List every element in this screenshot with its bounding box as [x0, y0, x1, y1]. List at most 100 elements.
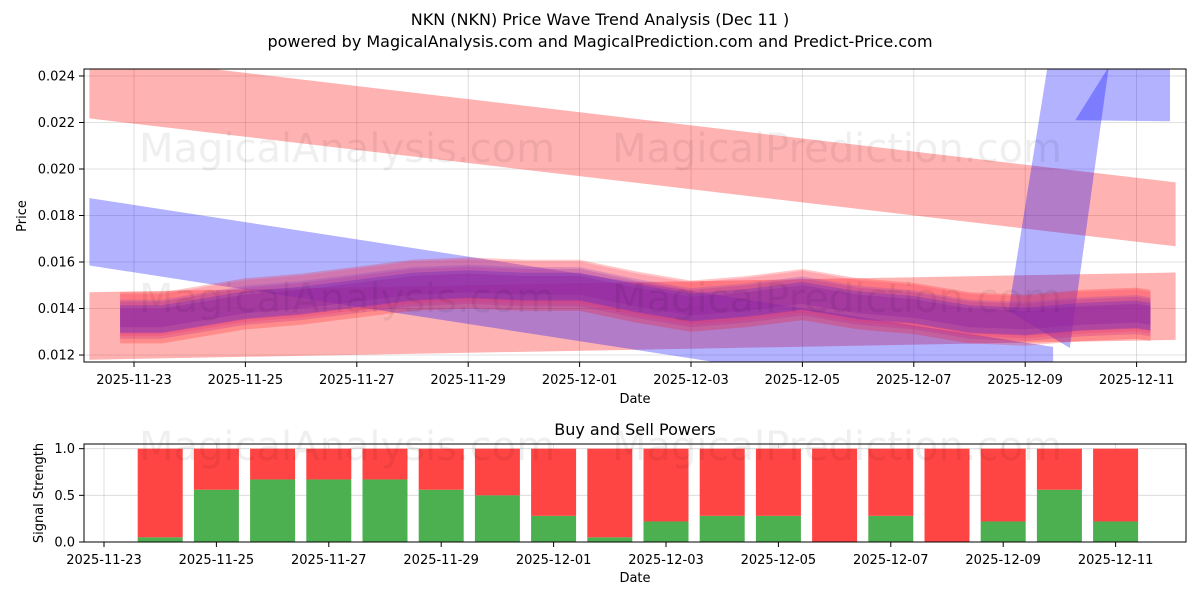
sell-bar [362, 448, 408, 480]
price-x-axis-label: Date [619, 392, 650, 407]
price-y-tick-label: 0.020 [38, 162, 75, 177]
signal-plot-frame [83, 443, 1187, 543]
buy-bar [531, 515, 577, 542]
buy-bar [587, 537, 633, 542]
price-panel: MagicalAnalysis.com MagicalPrediction.co… [15, 68, 1187, 407]
watermark-left-bottom: MagicalAnalysis.com [139, 424, 555, 470]
price-x-tick-label: 2025-12-05 [765, 373, 841, 388]
price-band-0 [89, 69, 1176, 247]
price-wave [120, 257, 1151, 346]
price-y-axis-label: Price [15, 200, 30, 232]
signal-x-tick-label: 2025-12-05 [741, 553, 817, 568]
signal-title: Buy and Sell Powers [554, 420, 716, 439]
price-x-tick-label: 2025-12-07 [876, 373, 952, 388]
price-wave-layer-5 [120, 273, 1151, 330]
price-wave-layer-3 [120, 264, 1151, 335]
signal-x-tick-label: 2025-11-29 [403, 553, 479, 568]
price-x-tick-label: 2025-12-11 [1099, 373, 1175, 388]
price-band-3 [1008, 69, 1109, 348]
price-x-tick-label: 2025-11-27 [319, 373, 395, 388]
buy-bar [306, 479, 352, 542]
price-wave-layer-2 [120, 266, 1151, 342]
sell-bar [137, 448, 183, 538]
price-band-3-tail [1075, 69, 1170, 122]
sell-bar [980, 448, 1026, 522]
buy-bar [137, 537, 183, 542]
sell-bar [812, 448, 858, 542]
buy-bar [980, 521, 1026, 542]
buy-bar [1036, 489, 1082, 542]
price-x-tick-label: 2025-12-09 [987, 373, 1063, 388]
watermark-right-bottom: MagicalPrediction.com [612, 424, 1062, 470]
sell-bar [250, 448, 296, 480]
watermark-left-mid: MagicalAnalysis.com [139, 276, 555, 322]
watermark-right-mid: MagicalPrediction.com [612, 276, 1062, 322]
price-wave-layer-4 [120, 270, 1151, 336]
price-band-1 [89, 272, 1176, 360]
sell-bar [1036, 448, 1082, 490]
signal-y-axis-label: Signal Strength [32, 443, 47, 543]
sell-bar [924, 448, 970, 542]
chart-subtitle: powered by MagicalAnalysis.com and Magic… [267, 32, 932, 51]
sell-bar [868, 448, 914, 516]
price-bands [89, 69, 1176, 362]
signal-panel: Buy and Sell Powers MagicalAnalysis.com … [32, 420, 1187, 586]
price-y-tick-label: 0.014 [38, 302, 75, 317]
sell-bar [531, 448, 577, 516]
signal-y-tick-label: 0.5 [54, 489, 75, 504]
price-x-tick-label: 2025-11-29 [430, 373, 506, 388]
buy-bar [699, 515, 745, 542]
sell-bar [755, 448, 801, 516]
price-wave-layer-1 [120, 259, 1151, 339]
signal-x-axis-label: Date [619, 571, 650, 586]
signal-y-tick-label: 0.0 [54, 536, 75, 551]
price-x-tick-label: 2025-11-25 [208, 373, 284, 388]
buy-bar [362, 479, 408, 542]
price-y-ticks: 0.012 0.014 0.016 0.018 0.020 0.022 0.024 [38, 69, 84, 364]
signal-bars [137, 448, 1139, 542]
signal-x-tick-label: 2025-12-01 [516, 553, 592, 568]
sell-bar [587, 448, 633, 538]
buy-bar [250, 479, 296, 542]
sell-bar [1093, 448, 1139, 522]
price-y-tick-label: 0.018 [38, 209, 75, 224]
sell-bar [643, 448, 689, 522]
signal-x-tick-label: 2025-12-11 [1078, 553, 1154, 568]
signal-y-ticks: 0.0 0.5 1.0 [54, 442, 84, 551]
buy-bar [474, 495, 520, 542]
signal-x-tick-label: 2025-11-23 [66, 553, 142, 568]
price-x-tick-label: 2025-12-01 [542, 373, 618, 388]
chart-title: NKN (NKN) Price Wave Trend Analysis (Dec… [411, 10, 790, 29]
signal-x-tick-label: 2025-11-27 [291, 553, 367, 568]
price-y-tick-label: 0.016 [38, 256, 75, 271]
price-x-tick-label: 2025-12-03 [653, 373, 729, 388]
price-y-tick-label: 0.024 [38, 69, 75, 84]
signal-x-tick-label: 2025-12-09 [965, 553, 1041, 568]
price-y-tick-label: 0.012 [38, 349, 75, 364]
watermark-left-top: MagicalAnalysis.com [139, 126, 555, 172]
price-wave-layer-0 [120, 257, 1151, 346]
buy-bar [418, 489, 464, 542]
price-grid [84, 69, 1186, 362]
signal-x-ticks: 2025-11-23 2025-11-25 2025-11-27 2025-11-29… [66, 542, 1153, 568]
signal-x-tick-label: 2025-12-03 [628, 553, 704, 568]
signal-x-tick-label: 2025-12-07 [853, 553, 929, 568]
sell-bar [193, 448, 239, 490]
sell-bar [699, 448, 745, 516]
sell-bar [418, 448, 464, 490]
signal-y-tick-label: 1.0 [54, 442, 75, 457]
price-y-tick-label: 0.022 [38, 116, 75, 131]
sell-bar [474, 448, 520, 496]
buy-bar [643, 521, 689, 542]
sell-bar [306, 448, 352, 480]
price-x-ticks: 2025-11-23 2025-11-25 2025-11-27 2025-11-29… [96, 362, 1174, 388]
watermark-right-top: MagicalPrediction.com [612, 126, 1062, 172]
price-x-tick-label: 2025-11-23 [96, 373, 172, 388]
buy-bar [193, 489, 239, 542]
buy-bar [755, 515, 801, 542]
buy-bar [1093, 521, 1139, 542]
buy-bar [868, 515, 914, 542]
signal-x-tick-label: 2025-11-25 [179, 553, 255, 568]
